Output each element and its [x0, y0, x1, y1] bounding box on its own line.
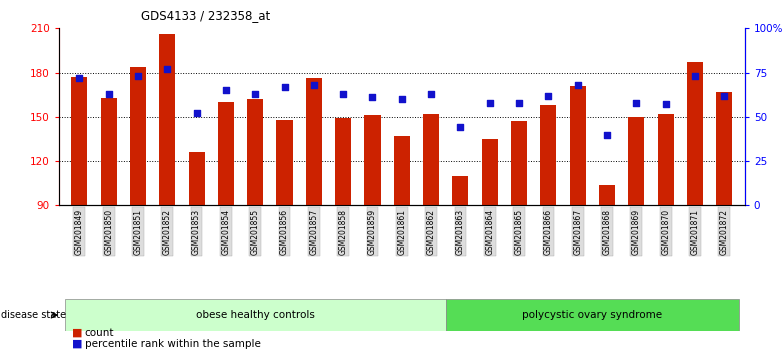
- Bar: [481, 139, 498, 205]
- Bar: [218, 102, 234, 205]
- Point: [630, 100, 643, 105]
- Bar: [511, 121, 527, 205]
- Bar: [394, 136, 410, 205]
- Text: disease state: disease state: [1, 310, 66, 320]
- Point: [220, 87, 232, 93]
- Text: GSM201865: GSM201865: [514, 209, 524, 255]
- Point: [249, 91, 262, 97]
- Bar: [365, 115, 380, 205]
- Text: GSM201856: GSM201856: [280, 209, 289, 255]
- Text: GSM201853: GSM201853: [192, 209, 201, 255]
- Text: GSM201859: GSM201859: [368, 209, 377, 255]
- Point: [484, 100, 496, 105]
- Point: [659, 102, 672, 107]
- Text: GSM201868: GSM201868: [603, 209, 612, 255]
- Text: GSM201854: GSM201854: [221, 209, 230, 255]
- Text: GSM201855: GSM201855: [251, 209, 260, 255]
- Bar: [277, 120, 292, 205]
- Bar: [247, 99, 263, 205]
- Point: [73, 75, 85, 81]
- Bar: [335, 118, 351, 205]
- Point: [718, 93, 731, 98]
- Text: GSM201851: GSM201851: [133, 209, 143, 255]
- Bar: [687, 62, 703, 205]
- Point: [572, 82, 584, 88]
- Bar: [446, 299, 739, 331]
- Bar: [188, 152, 205, 205]
- Bar: [452, 176, 469, 205]
- Point: [337, 91, 350, 97]
- Text: GSM201858: GSM201858: [339, 209, 347, 255]
- Text: GSM201850: GSM201850: [104, 209, 113, 255]
- Point: [688, 73, 701, 79]
- Point: [278, 84, 291, 90]
- Text: count: count: [85, 328, 114, 338]
- Text: GSM201861: GSM201861: [397, 209, 406, 255]
- Text: GSM201871: GSM201871: [691, 209, 699, 255]
- Point: [542, 93, 554, 98]
- Bar: [540, 105, 557, 205]
- Point: [513, 100, 525, 105]
- Bar: [71, 77, 87, 205]
- Text: ■: ■: [72, 339, 82, 349]
- Point: [366, 95, 379, 100]
- Text: GSM201867: GSM201867: [573, 209, 583, 255]
- Text: GSM201857: GSM201857: [310, 209, 318, 255]
- Bar: [159, 34, 176, 205]
- Text: GSM201852: GSM201852: [163, 209, 172, 255]
- Text: percentile rank within the sample: percentile rank within the sample: [85, 339, 260, 349]
- Text: GSM201862: GSM201862: [426, 209, 436, 255]
- Text: polycystic ovary syndrome: polycystic ovary syndrome: [522, 310, 662, 320]
- Point: [103, 91, 115, 97]
- Text: GSM201864: GSM201864: [485, 209, 494, 255]
- Bar: [717, 92, 732, 205]
- Bar: [130, 67, 146, 205]
- Point: [425, 91, 437, 97]
- Point: [601, 132, 613, 137]
- Text: obese healthy controls: obese healthy controls: [196, 310, 314, 320]
- Bar: [658, 114, 673, 205]
- Point: [454, 125, 466, 130]
- Point: [307, 82, 320, 88]
- Bar: [599, 185, 615, 205]
- Point: [161, 66, 173, 72]
- Text: GSM201872: GSM201872: [720, 209, 729, 255]
- Bar: [64, 299, 446, 331]
- Text: GSM201866: GSM201866: [544, 209, 553, 255]
- Point: [191, 110, 203, 116]
- Text: ■: ■: [72, 327, 82, 337]
- Text: GSM201863: GSM201863: [456, 209, 465, 255]
- Bar: [570, 86, 586, 205]
- Point: [395, 96, 408, 102]
- Text: GSM201870: GSM201870: [661, 209, 670, 255]
- Bar: [423, 114, 439, 205]
- Text: GSM201849: GSM201849: [74, 209, 84, 255]
- Text: GSM201869: GSM201869: [632, 209, 641, 255]
- Bar: [306, 79, 322, 205]
- Bar: [628, 117, 644, 205]
- Text: GDS4133 / 232358_at: GDS4133 / 232358_at: [141, 9, 270, 22]
- Bar: [100, 98, 117, 205]
- Point: [132, 73, 144, 79]
